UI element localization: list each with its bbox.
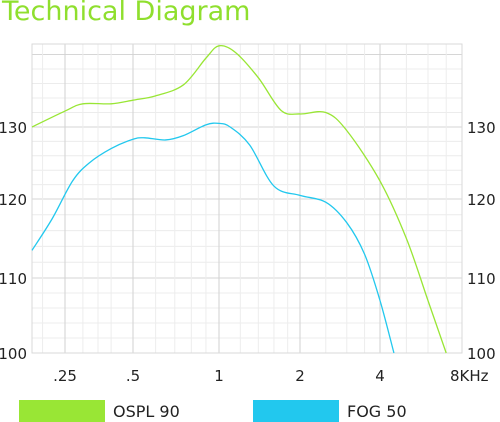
y-tick-label-left: 130 (0, 119, 27, 137)
series-layer (31, 44, 447, 354)
tick-labels: 100 100 110 110 120 120 130 130 .25 .5 1 2 4 8KHz (0, 119, 496, 385)
legend-swatch-ospl-90 (19, 400, 105, 422)
y-tick-label-right: 120 (467, 191, 496, 209)
y-tick-label-left: 120 (0, 191, 27, 209)
grid (32, 44, 462, 354)
legend-item-fog-50: FOG 50 (253, 400, 407, 422)
legend-label-ospl-90: OSPL 90 (113, 401, 180, 421)
y-tick-label-left: 100 (0, 345, 27, 363)
x-tick-label: .5 (126, 367, 140, 385)
legend-item-ospl-90: OSPL 90 (19, 400, 180, 422)
series-line-ospl-90 (31, 44, 447, 354)
legend-swatch-fog-50 (253, 400, 339, 422)
series-line-fog-50 (31, 122, 395, 354)
x-tick-label: 1 (214, 367, 224, 385)
y-tick-label-right: 110 (467, 270, 496, 288)
x-tick-label: 8KHz (450, 367, 489, 385)
y-tick-label-right: 130 (467, 119, 496, 137)
chart-title: Technical Diagram (2, 0, 251, 27)
x-tick-label: 2 (295, 367, 305, 385)
y-tick-label-right: 100 (467, 345, 496, 363)
plot-frame (31, 43, 463, 354)
y-tick-label-left: 110 (0, 270, 27, 288)
x-tick-label: 4 (375, 367, 385, 385)
legend-label-fog-50: FOG 50 (347, 401, 407, 421)
x-tick-label: .25 (53, 367, 77, 385)
